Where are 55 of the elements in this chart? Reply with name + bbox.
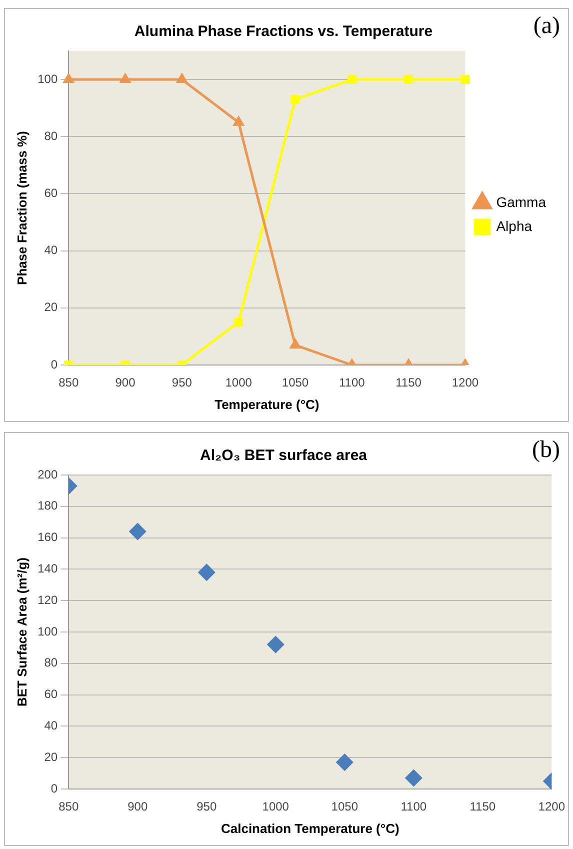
- y-tick-label: 100: [38, 624, 58, 638]
- point: [347, 75, 356, 84]
- y-tick-label: 40: [44, 718, 58, 733]
- x-tick-label: 1100: [338, 376, 366, 390]
- y-tick-label: 20: [44, 750, 58, 764]
- y-tick-label: 200: [38, 467, 58, 482]
- point: [198, 564, 215, 581]
- point: [120, 74, 130, 84]
- y-tick-label: 0: [50, 357, 58, 372]
- x-tick-label: 1050: [282, 376, 309, 390]
- point: [63, 74, 74, 84]
- y-tick-label: 180: [38, 498, 58, 513]
- text: (b): [532, 437, 560, 464]
- y-tick-label: 80: [44, 656, 58, 670]
- x-axis-title: Temperature (°C): [214, 396, 320, 412]
- point: [460, 75, 470, 84]
- x-tick-label: 850: [58, 800, 79, 814]
- chart-title: Alumina Phase Fractions vs. Temperature: [134, 23, 433, 40]
- x-tick-label: 850: [58, 376, 79, 390]
- text: (a): [533, 13, 560, 40]
- point: [233, 116, 244, 126]
- x-tick-label: 900: [115, 376, 136, 390]
- y-tick-label: 120: [38, 592, 58, 607]
- y-tick-label: 40: [44, 243, 58, 258]
- y-tick-label: 160: [38, 530, 58, 544]
- x-axis-title: Calcination Temperature (°C): [220, 820, 400, 836]
- point: [267, 636, 284, 653]
- x-tick-label: 1000: [262, 800, 290, 814]
- x-tick-label: 1150: [470, 800, 496, 814]
- y-tick-label: 0: [50, 781, 58, 796]
- point: [290, 339, 300, 349]
- point: [290, 95, 300, 104]
- x-tick-label: 1000: [225, 376, 252, 390]
- y-tick-label: 80: [44, 128, 58, 143]
- x-tick-label: 1200: [452, 376, 479, 390]
- x-tick-label: 900: [128, 800, 148, 814]
- y-axis-title: Phase Fraction (mass %): [14, 131, 30, 285]
- y-axis-title: BET Surface Area (m²/g): [14, 557, 30, 707]
- x-tick-label: 1150: [396, 376, 422, 390]
- legend-label: Alpha: [496, 218, 532, 234]
- y-tick-label: 100: [38, 72, 58, 86]
- point: [336, 754, 353, 771]
- x-tick-label: 1100: [400, 800, 427, 814]
- y-tick-label: 140: [38, 562, 58, 576]
- y-tick-label: 20: [44, 300, 58, 314]
- y-tick-label: 60: [44, 186, 58, 200]
- x-tick-label: 1050: [331, 800, 358, 814]
- chart-title: Al₂O₃ BET surface area: [200, 447, 368, 464]
- x-tick-label: 950: [172, 376, 192, 390]
- x-tick-label: 1200: [538, 800, 566, 814]
- legend-label: Gamma: [496, 194, 546, 210]
- point: [176, 74, 188, 84]
- y-tick-label: 60: [44, 687, 58, 702]
- point: [404, 75, 413, 84]
- x-tick-label: 950: [196, 800, 217, 814]
